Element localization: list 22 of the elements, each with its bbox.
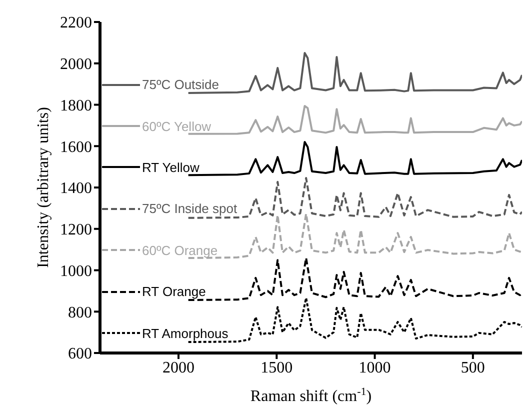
y-tick-label: 600	[68, 346, 92, 363]
x-axis-title: Raman shift (cm$^{-1}$)	[250, 386, 372, 405]
y-axis-title: Intensity (arbitrary units)	[35, 107, 52, 268]
x-tick-label: 1500	[260, 359, 293, 376]
legend-label: 60ºC Orange	[142, 242, 218, 258]
y-tick-label: 1800	[60, 97, 92, 114]
y-tick-label: 800	[68, 304, 92, 322]
legend-label: 75ºC Outside	[142, 77, 220, 92]
x-tick-label: 2000	[162, 359, 195, 376]
y-tick-label: 1600	[60, 138, 92, 156]
legend-label: 60ºC Yellow	[142, 118, 212, 134]
y-tick-label: 2000	[60, 56, 92, 74]
y-tick-label: 1000	[60, 262, 92, 280]
y-tick-label: 1400	[60, 180, 92, 198]
legend-label: 75ºC Inside spot	[142, 201, 238, 216]
legend-label: RT Amorphous	[142, 326, 228, 341]
y-tick-label: 2200	[60, 14, 92, 32]
y-tick-label: 1200	[60, 222, 92, 239]
x-tick-label: 1000	[358, 359, 391, 376]
x-tick-label: 500	[460, 359, 485, 376]
legend-label: RT Orange	[142, 284, 206, 300]
legend-label: RT Yellow	[142, 160, 200, 175]
